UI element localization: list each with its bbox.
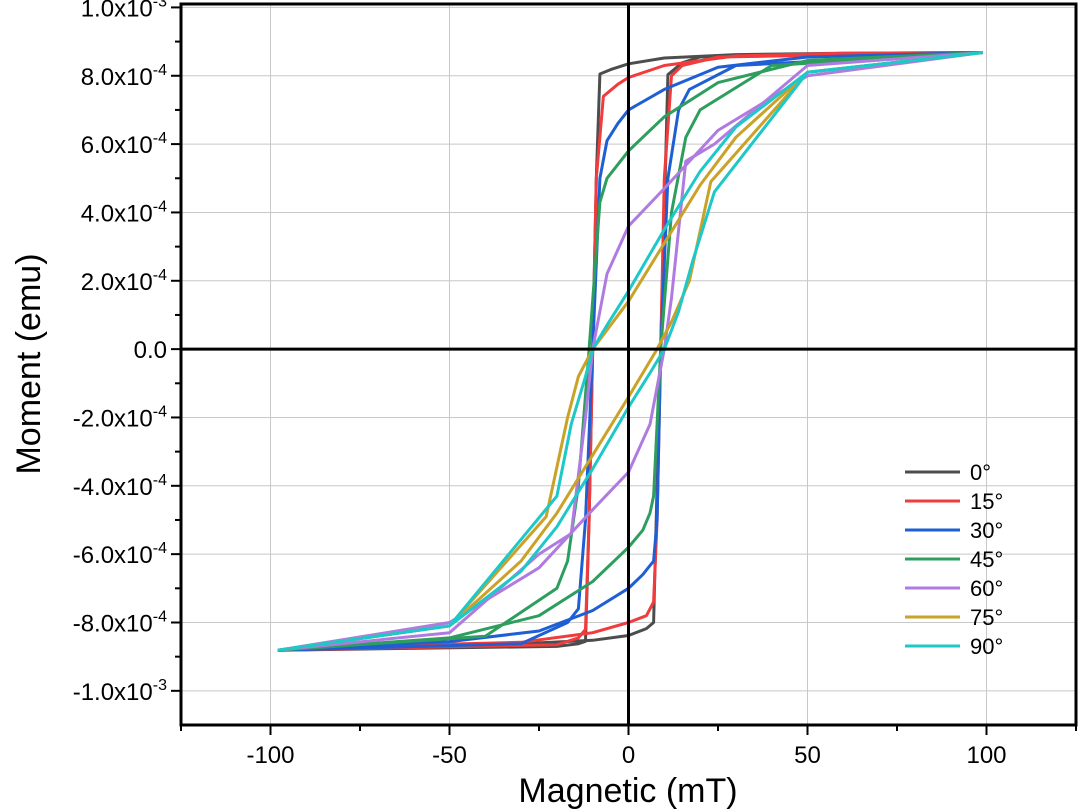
legend-label-2: 30° <box>970 518 1003 543</box>
x-tick-label: 50 <box>794 742 821 769</box>
series-line-2-upper <box>277 51 983 652</box>
x-tick-label: 0 <box>622 742 635 769</box>
series-line-4-lower <box>277 51 984 652</box>
legend-label-4: 60° <box>970 576 1003 601</box>
series-line-3-upper <box>277 51 983 652</box>
series-line-1-lower <box>277 51 983 652</box>
y-tick-label: 8.0x10-4 <box>81 62 167 91</box>
legend-label-0: 0° <box>970 460 991 485</box>
legend: 0° 15° 30° 45° 60° 75° 90° <box>905 460 1003 659</box>
y-tick-label: 0.0 <box>134 337 167 364</box>
y-tick-label: 6.0x10-4 <box>81 130 167 159</box>
x-tick-label: -100 <box>246 742 294 769</box>
legend-label-3: 45° <box>970 547 1003 572</box>
legend-label-6: 90° <box>970 634 1003 659</box>
y-tick-labels: 1.0x10-3 8.0x10-4 6.0x10-4 4.0x10-4 2.0x10-4… <box>73 0 167 706</box>
y-tick-label: -1.0x10-3 <box>73 677 167 706</box>
series-line-0-lower <box>277 51 983 652</box>
y-tick-label: -2.0x10-4 <box>73 403 167 432</box>
series-line-0-upper <box>277 51 983 652</box>
y-tick-label: -8.0x10-4 <box>73 608 167 637</box>
series-line-5-upper <box>277 51 984 652</box>
series-line-5-lower <box>277 51 984 652</box>
x-tick-labels: -100 -50 0 50 100 <box>246 742 1006 769</box>
y-tick-label: -4.0x10-4 <box>73 472 167 501</box>
series-line-6-upper <box>277 51 984 652</box>
y-axis-title: Moment (emu) <box>10 253 48 474</box>
series-line-2-lower <box>277 51 983 652</box>
series-layer <box>277 51 984 652</box>
plot-frame <box>179 2 1078 727</box>
y-tick-label: 4.0x10-4 <box>81 198 167 227</box>
x-tick-label: 100 <box>966 742 1006 769</box>
x-tick-label: -50 <box>432 742 467 769</box>
axes-layer <box>181 4 1076 725</box>
legend-label-1: 15° <box>970 489 1003 514</box>
y-tick-label: -6.0x10-4 <box>73 540 167 569</box>
y-tick-label: 2.0x10-4 <box>81 267 167 296</box>
series-line-4-upper <box>277 51 984 652</box>
series-line-6-lower <box>277 51 984 652</box>
series-line-1-upper <box>277 51 983 652</box>
legend-label-5: 75° <box>970 605 1003 630</box>
x-axis-title: Magnetic (mT) <box>518 772 737 810</box>
y-tick-label: 1.0x10-3 <box>81 0 167 22</box>
series-line-3-lower <box>277 51 983 652</box>
